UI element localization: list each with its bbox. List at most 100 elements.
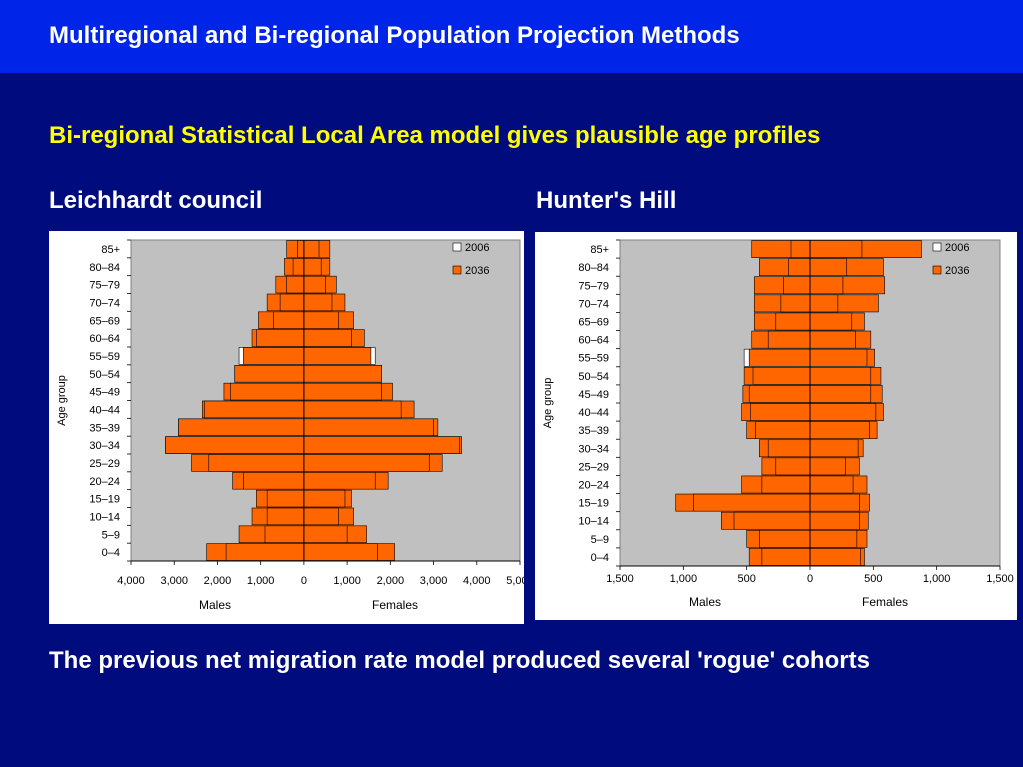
bar-2036-female-65–69 [303, 311, 354, 329]
x-tick-label: 3,000 [160, 575, 188, 587]
xlabel-males: Males [199, 598, 231, 612]
x-tick-label: 5,000 [506, 575, 524, 587]
x-tick-label: 4,000 [463, 575, 491, 587]
pyramid-chart-hunters-hill: 0–4 5–9 10–14 15–19 20–24 25–29 30–34 35–39 40–4… [542, 239, 1014, 609]
bar-2036-male-50–54 [743, 366, 811, 385]
bar-2036-female-35–39 [303, 418, 439, 436]
bar-2036-female-10–14 [303, 507, 354, 526]
age-tick-label: 10–14 [578, 516, 609, 528]
age-tick-label: 75–79 [89, 280, 120, 292]
bar-2036-female-30–34 [303, 436, 462, 454]
bar-2036-male-80–84 [284, 258, 305, 276]
bar-2036-female-70–74 [809, 294, 879, 313]
bar-2036-female-80–84 [303, 258, 331, 276]
age-tick-label: 75–79 [578, 280, 609, 292]
age-tick-label: 70–74 [89, 297, 120, 309]
legend-label-2036: 2036 [465, 265, 489, 277]
age-tick-label: 25–29 [578, 461, 609, 473]
bar-2036-female-85+ [809, 240, 922, 258]
slide-footer: The previous net migration rate model pr… [49, 647, 870, 674]
age-tick-label: 40–44 [89, 404, 120, 416]
bar-2036-female-40–44 [303, 400, 415, 419]
x-tick-label: 0 [301, 575, 307, 587]
age-tick-label: 45–49 [89, 387, 120, 399]
xlabel-males: Males [689, 595, 721, 609]
bar-2036-male-0–4 [748, 548, 811, 566]
x-tick-label: 3,000 [420, 575, 448, 587]
x-tick-label: 2,000 [377, 575, 405, 587]
bar-2036-female-75–79 [303, 275, 337, 294]
age-tick-label: 15–19 [89, 494, 120, 506]
bar-2036-male-45–49 [223, 382, 305, 401]
title-bar: Multiregional and Bi-regional Population… [0, 0, 1023, 73]
bar-2036-male-0–4 [206, 543, 305, 561]
age-tick-label: 0–4 [102, 547, 120, 559]
age-tick-label: 5–9 [591, 534, 609, 546]
age-tick-label: 70–74 [578, 298, 609, 310]
bar-2036-male-70–74 [266, 293, 305, 312]
age-tick-label: 65–69 [578, 317, 609, 329]
age-tick-label: 85+ [590, 244, 609, 256]
age-tick-label: 50–54 [89, 369, 120, 381]
bar-2036-male-20–24 [741, 475, 811, 494]
age-tick-label: 25–29 [89, 458, 120, 470]
x-tick-label: 1,000 [247, 575, 275, 587]
pyramid-chart-leichhardt: 0–4 5–9 10–14 15–19 20–24 25–29 30–34 35–39 40–4… [56, 239, 524, 612]
age-tick-label: 55–59 [89, 351, 120, 363]
bar-2036-female-25–29 [809, 457, 860, 476]
age-tick-label: 60–64 [89, 333, 120, 345]
bar-2036-female-55–59 [303, 347, 372, 365]
bar-2036-female-60–64 [809, 330, 872, 349]
bar-2036-female-20–24 [303, 472, 389, 490]
age-tick-label: 10–14 [89, 511, 120, 523]
age-tick-label: 55–59 [578, 353, 609, 365]
x-tick-label: 1,500 [606, 573, 634, 585]
bar-2036-female-15–19 [809, 493, 870, 512]
bar-2036-female-5–9 [809, 529, 868, 548]
chart-heading-leichhardt: Leichhardt council [49, 187, 263, 214]
bar-2036-female-50–54 [809, 366, 882, 385]
bar-2036-female-45–49 [303, 382, 393, 401]
bar-2036-male-60–64 [751, 330, 811, 349]
bar-2036-female-55–59 [809, 348, 875, 367]
legend-label-2006: 2006 [945, 242, 969, 254]
bar-2036-male-45–49 [742, 385, 811, 403]
x-tick-label: 1,000 [670, 573, 698, 585]
age-tick-label: 15–19 [578, 498, 609, 510]
bar-2036-male-15–19 [256, 489, 305, 508]
age-tick-label: 30–34 [89, 440, 120, 452]
age-tick-label: 60–64 [578, 335, 609, 347]
bar-2036-male-10–14 [721, 511, 811, 530]
x-tick-label: 1,000 [923, 573, 951, 585]
bar-2036-female-15–19 [303, 489, 352, 508]
bar-2036-male-55–59 [243, 347, 305, 365]
bar-2036-male-50–54 [234, 365, 305, 383]
x-tick-label: 0 [807, 573, 813, 585]
bar-2036-female-0–4 [809, 548, 865, 566]
age-tick-label: 80–84 [578, 262, 609, 274]
ylabel-age-group: Age group [542, 378, 554, 429]
bar-2036-male-65–69 [258, 311, 305, 329]
bar-2036-male-80–84 [759, 258, 811, 277]
bar-2036-male-65–69 [753, 312, 811, 331]
age-tick-label: 35–39 [89, 422, 120, 434]
bar-2036-male-85+ [286, 240, 305, 258]
age-tick-label: 80–84 [89, 262, 120, 274]
bar-2036-male-75–79 [275, 275, 305, 294]
bar-2036-male-25–29 [761, 457, 811, 476]
legend-swatch-2006 [452, 242, 462, 252]
bar-2036-male-40–44 [202, 400, 305, 419]
bar-2036-female-85+ [303, 240, 331, 258]
ylabel-age-group: Age group [56, 375, 68, 426]
plot-area [130, 239, 521, 562]
bar-2036-female-45–49 [809, 385, 883, 403]
bar-2036-female-30–34 [809, 439, 864, 458]
bar-2036-female-35–39 [809, 421, 878, 440]
age-tick-label: 5–9 [102, 529, 120, 541]
age-tick-label: 30–34 [578, 443, 609, 455]
bar-2036-male-5–9 [746, 529, 811, 548]
chart-panel-leichhardt: 0–4 5–9 10–14 15–19 20–24 25–29 30–34 35–39 40–4… [49, 231, 524, 624]
bar-2036-female-50–54 [303, 365, 382, 383]
bar-2036-male-75–79 [753, 276, 811, 295]
age-tick-label: 35–39 [578, 425, 609, 437]
